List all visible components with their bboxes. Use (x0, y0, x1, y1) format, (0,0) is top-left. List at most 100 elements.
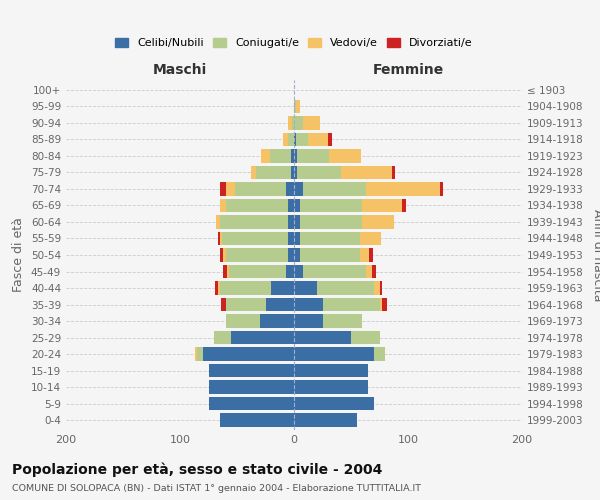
Bar (220, 248, 223, 262)
Bar (289, 198, 294, 212)
Bar (440, 182, 443, 196)
Bar (235, 182, 286, 196)
Bar (195, 348, 197, 361)
Bar (286, 264, 294, 278)
Bar (294, 264, 303, 278)
Bar (371, 264, 376, 278)
Bar (294, 314, 323, 328)
Bar (261, 149, 270, 162)
Bar (270, 149, 290, 162)
Bar (209, 364, 294, 378)
Bar (218, 232, 220, 245)
Bar (294, 414, 356, 427)
Text: COMUNE DI SOLOPACA (BN) - Dati ISTAT 1° gennaio 2004 - Elaborazione TUTTITALIA.I: COMUNE DI SOLOPACA (BN) - Dati ISTAT 1° … (12, 484, 421, 493)
Bar (294, 331, 351, 344)
Bar (220, 414, 294, 427)
Bar (366, 264, 371, 278)
Bar (351, 331, 380, 344)
Bar (294, 215, 300, 229)
Bar (300, 232, 360, 245)
Bar (283, 132, 289, 146)
Bar (220, 182, 226, 196)
Bar (215, 281, 218, 295)
Bar (226, 314, 260, 328)
Text: Maschi: Maschi (153, 62, 207, 76)
Bar (214, 331, 232, 344)
Bar (374, 348, 385, 361)
Bar (300, 215, 362, 229)
Bar (323, 314, 362, 328)
Bar (300, 198, 362, 212)
Bar (294, 232, 300, 245)
Bar (380, 298, 382, 312)
Bar (232, 331, 294, 344)
Bar (289, 132, 294, 146)
Bar (294, 149, 298, 162)
Bar (374, 281, 380, 295)
Bar (300, 248, 360, 262)
Bar (289, 248, 294, 262)
Bar (289, 116, 292, 130)
Bar (294, 397, 374, 410)
Bar (265, 298, 294, 312)
Bar (197, 348, 203, 361)
Bar (341, 166, 392, 179)
Bar (226, 198, 289, 212)
Bar (294, 298, 323, 312)
Bar (323, 298, 380, 312)
Bar (329, 149, 361, 162)
Bar (223, 264, 227, 278)
Bar (221, 298, 226, 312)
Bar (328, 132, 332, 146)
Bar (369, 248, 373, 262)
Bar (362, 198, 402, 212)
Y-axis label: Fasce di età: Fasce di età (13, 218, 25, 292)
Text: Femmine: Femmine (373, 62, 443, 76)
Bar (220, 232, 222, 245)
Bar (217, 215, 220, 229)
Bar (271, 281, 294, 295)
Bar (380, 281, 382, 295)
Bar (222, 232, 289, 245)
Bar (308, 132, 328, 146)
Bar (290, 166, 294, 179)
Bar (294, 380, 368, 394)
Bar (382, 298, 388, 312)
Bar (362, 215, 394, 229)
Bar (392, 166, 395, 179)
Bar (294, 248, 300, 262)
Bar (260, 314, 294, 328)
Bar (229, 264, 286, 278)
Bar (294, 364, 368, 378)
Bar (294, 198, 300, 212)
Bar (298, 166, 341, 179)
Bar (220, 215, 289, 229)
Bar (296, 100, 300, 113)
Bar (294, 116, 303, 130)
Bar (294, 348, 374, 361)
Text: Popolazione per età, sesso e stato civile - 2004: Popolazione per età, sesso e stato civil… (12, 462, 382, 477)
Bar (286, 182, 294, 196)
Bar (289, 232, 294, 245)
Bar (360, 248, 369, 262)
Bar (209, 397, 294, 410)
Bar (294, 166, 298, 179)
Legend: Celibi/Nubili, Coniugati/e, Vedovi/e, Divorziati/e: Celibi/Nubili, Coniugati/e, Vedovi/e, Di… (111, 33, 477, 52)
Bar (209, 380, 294, 394)
Bar (289, 215, 294, 229)
Bar (317, 281, 374, 295)
Bar (294, 100, 296, 113)
Bar (226, 298, 265, 312)
Bar (296, 132, 308, 146)
Bar (220, 198, 226, 212)
Bar (360, 232, 380, 245)
Bar (223, 248, 226, 262)
Bar (290, 149, 294, 162)
Bar (303, 264, 366, 278)
Bar (294, 132, 296, 146)
Bar (292, 116, 294, 130)
Bar (227, 264, 229, 278)
Bar (294, 182, 303, 196)
Bar (203, 348, 294, 361)
Bar (303, 116, 320, 130)
